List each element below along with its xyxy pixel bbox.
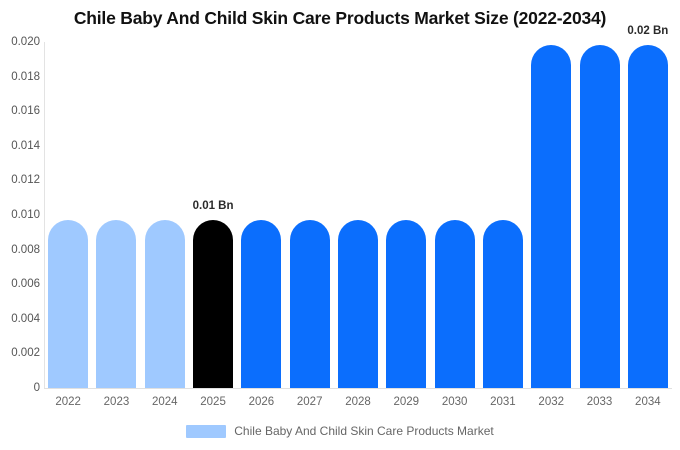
- bar-slot: [531, 42, 572, 388]
- bar-2031[interactable]: [482, 220, 523, 388]
- bar-2028[interactable]: [338, 220, 378, 388]
- bar-2032[interactable]: [531, 45, 572, 388]
- y-axis-tick-label: 0.002: [11, 347, 40, 360]
- legend-swatch: [186, 424, 227, 438]
- x-axis-tick-label-2023: 2023: [103, 396, 130, 408]
- x-axis-tick-label-2030: 2030: [441, 396, 468, 408]
- chart-title: Chile Baby And Child Skin Care Products …: [73, 8, 607, 28]
- x-axis-tick-label-2028: 2028: [345, 396, 371, 408]
- bar-value-label-2034: 0.02 Bn: [627, 25, 669, 38]
- x-axis-tick-label-2026: 2026: [248, 396, 275, 408]
- x-axis-tick-label-2029: 2029: [393, 396, 420, 408]
- x-axis-tick-label-2022: 2022: [55, 396, 81, 408]
- bar-slot: 0.02 Bn: [627, 25, 668, 388]
- y-axis-tick-label: 0.016: [11, 105, 40, 118]
- bar-slot: [289, 42, 330, 388]
- bar-2023[interactable]: [96, 220, 137, 388]
- bar-2025[interactable]: [193, 220, 234, 388]
- bar-slot: [96, 42, 137, 388]
- y-axis-line: [44, 42, 45, 388]
- x-axis-tick-label-2024: 2024: [151, 396, 178, 408]
- y-axis-tick-label: 0.020: [11, 36, 40, 48]
- bar-slot: [338, 42, 378, 388]
- bar-slot: [434, 42, 475, 388]
- bar-slot: [144, 42, 185, 388]
- bar-slot: [241, 42, 282, 388]
- legend-label: Chile Baby And Child Skin Care Products …: [234, 424, 494, 438]
- chart-legend: Chile Baby And Child Skin Care Products …: [0, 424, 680, 438]
- bar-2027[interactable]: [289, 220, 330, 388]
- bar-slot: 0.01 Bn: [192, 42, 234, 388]
- x-axis-tick-label-2027: 2027: [296, 396, 323, 408]
- x-axis-tick-label-2025: 2025: [200, 396, 226, 408]
- y-axis-tick-label: 0.012: [11, 174, 40, 187]
- plot-area: 0.01 Bn 0.02 Bn: [44, 25, 672, 388]
- y-axis-tick-label: 0: [33, 382, 40, 394]
- y-axis-tick-label: 0.008: [11, 243, 40, 256]
- bar-slot: [482, 42, 523, 388]
- bar-value-label-2025: 0.01 Bn: [192, 200, 234, 213]
- x-axis-line: [44, 388, 672, 389]
- bar-slot: [579, 42, 620, 388]
- x-axis-tick-label-2031: 2031: [490, 396, 516, 408]
- y-axis: 0 0.002 0.004 0.006 0.008 0.010 0.012 0.014 0.01…: [0, 36, 40, 394]
- bar-slot: [48, 42, 89, 388]
- x-axis-tick-label-2034: 2034: [635, 396, 661, 408]
- bar-2030[interactable]: [434, 220, 475, 388]
- y-axis-tick-label: 0.006: [11, 278, 40, 291]
- bar-2034[interactable]: [627, 45, 668, 388]
- bar-2022[interactable]: [48, 220, 89, 388]
- bar-2026[interactable]: [241, 220, 282, 388]
- y-axis-tick-label: 0.014: [11, 139, 40, 152]
- y-axis-tick-label: 0.004: [11, 312, 40, 325]
- y-axis-tick-label: 0.010: [11, 209, 40, 221]
- y-axis-tick-label: 0.018: [11, 70, 40, 83]
- bar-2024[interactable]: [144, 220, 185, 388]
- x-axis-tick-label-2033: 2033: [586, 396, 613, 408]
- bar-slot: [386, 42, 427, 388]
- x-axis-tick-label-2032: 2032: [538, 396, 565, 408]
- bar-2033[interactable]: [579, 45, 620, 388]
- bar-2029[interactable]: [386, 220, 427, 388]
